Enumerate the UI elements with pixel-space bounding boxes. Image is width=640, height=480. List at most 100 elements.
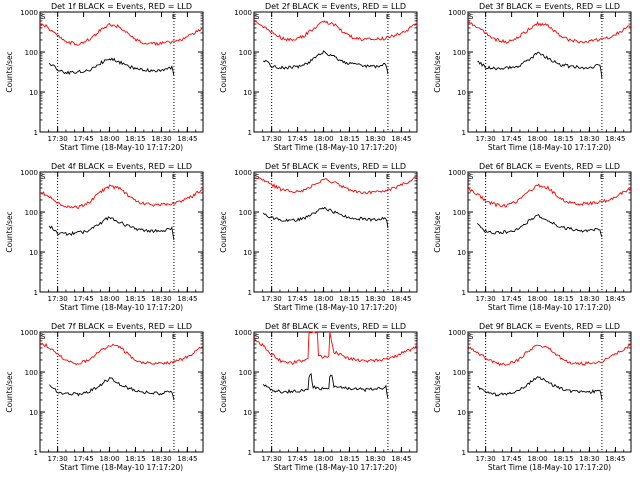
x-tick-label: 17:30 bbox=[262, 455, 282, 463]
x-tick-label: 18:45 bbox=[177, 135, 197, 143]
plot-frame bbox=[467, 331, 632, 453]
series-line-events bbox=[476, 213, 603, 237]
x-tick-label: 18:30 bbox=[151, 295, 171, 303]
chart-panel-6: Det 6f BLACK = Events, RED = LLD 1 10 100 10… bbox=[433, 162, 632, 312]
y-tick-label: 10 bbox=[457, 249, 466, 257]
y-tick-label: 100 bbox=[25, 209, 38, 217]
x-tick-label: 18:15 bbox=[553, 455, 573, 463]
x-tick-label: 18:45 bbox=[177, 455, 197, 463]
chart-panel-7: Det 7f BLACK = Events, RED = LLD 1 10 100 10… bbox=[5, 322, 204, 472]
x-axis-label: Start Time (18-May-10 17:17:20) bbox=[488, 463, 611, 472]
x-tick-label: 18:15 bbox=[553, 295, 573, 303]
chart-panel-1: Det 1f BLACK = Events, RED = LLD 1 10 100 10… bbox=[5, 2, 204, 152]
y-tick-label: 10 bbox=[29, 409, 38, 417]
x-tick-label: 17:30 bbox=[476, 295, 496, 303]
chart-title: Det 2f BLACK = Events, RED = LLD bbox=[265, 2, 406, 11]
series-line-lld bbox=[467, 343, 632, 367]
y-axis-label: Counts/sec bbox=[219, 211, 228, 252]
x-tick-label: 18:45 bbox=[605, 295, 625, 303]
x-axis-label: Start Time (18-May-10 17:17:20) bbox=[274, 463, 397, 472]
x-tick-label: 18:15 bbox=[339, 455, 359, 463]
x-tick-label: 18:15 bbox=[339, 295, 359, 303]
x-axis-label: Start Time (18-May-10 17:17:20) bbox=[274, 143, 397, 152]
x-tick-label: 18:15 bbox=[125, 295, 145, 303]
y-tick-label: 1000 bbox=[20, 329, 38, 337]
y-tick-label: 1000 bbox=[234, 169, 252, 177]
chart-title: Det 9f BLACK = Events, RED = LLD bbox=[479, 322, 620, 331]
x-tick-label: 17:45 bbox=[288, 295, 308, 303]
x-axis-label: Start Time (18-May-10 17:17:20) bbox=[60, 303, 183, 312]
y-axis-label: Counts/sec bbox=[433, 51, 442, 92]
x-tick-label: 18:00 bbox=[527, 455, 547, 463]
series-line-lld bbox=[467, 20, 632, 44]
series-line-lld bbox=[39, 341, 204, 366]
x-tick-label: 18:15 bbox=[125, 135, 145, 143]
series-line-events bbox=[48, 57, 175, 77]
y-tick-label: 1 bbox=[248, 289, 252, 297]
y-tick-label: 10 bbox=[243, 89, 252, 97]
chart-title: Det 8f BLACK = Events, RED = LLD bbox=[265, 322, 406, 331]
y-tick-label: 100 bbox=[239, 369, 252, 377]
x-axis-label: Start Time (18-May-10 17:17:20) bbox=[488, 303, 611, 312]
x-tick-label: 17:30 bbox=[262, 295, 282, 303]
x-tick-label: 18:00 bbox=[527, 295, 547, 303]
plot-frame bbox=[39, 171, 204, 293]
y-tick-label: 1 bbox=[34, 289, 38, 297]
x-tick-label: 17:45 bbox=[502, 135, 522, 143]
chart-panel-4: Det 4f BLACK = Events, RED = LLD 1 10 100 10… bbox=[5, 162, 204, 312]
y-tick-label: 1000 bbox=[234, 9, 252, 17]
end-marker: E bbox=[172, 173, 176, 181]
x-tick-label: 17:30 bbox=[48, 455, 68, 463]
y-tick-label: 100 bbox=[25, 49, 38, 57]
plot-frame bbox=[39, 11, 204, 133]
y-tick-label: 10 bbox=[29, 249, 38, 257]
series-line-events bbox=[477, 376, 603, 401]
y-axis-label: Counts/sec bbox=[5, 371, 14, 412]
end-marker: E bbox=[386, 333, 390, 341]
start-marker: S bbox=[41, 173, 46, 181]
chart-panel-5: Det 5f BLACK = Events, RED = LLD 1 10 100 10… bbox=[219, 162, 418, 312]
series-line-lld bbox=[253, 331, 418, 366]
y-tick-label: 10 bbox=[243, 249, 252, 257]
y-tick-label: 100 bbox=[239, 49, 252, 57]
chart-panel-8: Det 8f BLACK = Events, RED = LLD 1 10 100 10… bbox=[219, 322, 418, 472]
series-line-events bbox=[477, 51, 603, 79]
y-tick-label: 1000 bbox=[448, 9, 466, 17]
x-tick-label: 17:45 bbox=[288, 455, 308, 463]
series-line-lld bbox=[253, 176, 418, 195]
x-tick-label: 18:45 bbox=[391, 295, 411, 303]
x-tick-label: 18:30 bbox=[365, 295, 385, 303]
start-marker: S bbox=[469, 13, 474, 21]
series-line-lld bbox=[467, 183, 632, 208]
y-axis-label: Counts/sec bbox=[5, 211, 14, 252]
x-tick-label: 18:15 bbox=[339, 135, 359, 143]
plot-frame bbox=[253, 11, 418, 133]
y-tick-label: 10 bbox=[243, 409, 252, 417]
x-axis-label: Start Time (18-May-10 17:17:20) bbox=[60, 143, 183, 152]
y-tick-label: 1 bbox=[248, 449, 252, 457]
x-tick-label: 17:45 bbox=[502, 295, 522, 303]
y-axis-label: Counts/sec bbox=[219, 371, 228, 412]
x-tick-label: 18:30 bbox=[151, 455, 171, 463]
x-tick-label: 17:45 bbox=[74, 135, 94, 143]
x-tick-label: 17:45 bbox=[288, 135, 308, 143]
start-marker: S bbox=[41, 13, 46, 21]
x-tick-label: 18:45 bbox=[605, 135, 625, 143]
y-tick-label: 1000 bbox=[448, 329, 466, 337]
y-tick-label: 1 bbox=[248, 129, 252, 137]
y-tick-label: 1000 bbox=[20, 9, 38, 17]
x-tick-label: 18:45 bbox=[391, 455, 411, 463]
y-tick-label: 100 bbox=[239, 209, 252, 217]
x-tick-label: 18:15 bbox=[125, 455, 145, 463]
end-marker: E bbox=[172, 13, 176, 21]
chart-title: Det 5f BLACK = Events, RED = LLD bbox=[265, 162, 406, 171]
y-tick-label: 1000 bbox=[20, 169, 38, 177]
plot-frame bbox=[467, 171, 632, 293]
chart-title: Det 6f BLACK = Events, RED = LLD bbox=[479, 162, 620, 171]
chart-title: Det 7f BLACK = Events, RED = LLD bbox=[51, 322, 192, 331]
x-axis-label: Start Time (18-May-10 17:17:20) bbox=[60, 463, 183, 472]
start-marker: S bbox=[469, 333, 474, 341]
x-axis-label: Start Time (18-May-10 17:17:20) bbox=[274, 303, 397, 312]
x-tick-label: 18:00 bbox=[99, 295, 119, 303]
